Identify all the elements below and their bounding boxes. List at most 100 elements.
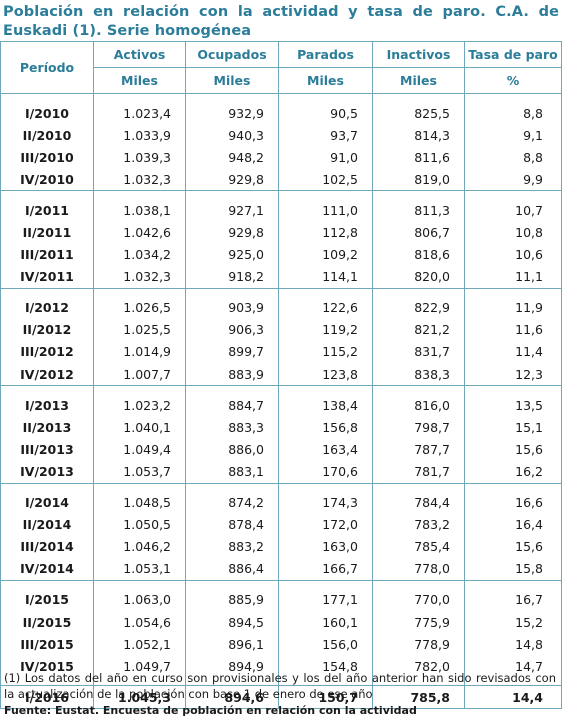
cell-ocupados: 883,1 <box>185 460 279 483</box>
table-row: IV/2010 1.032,3 929,8 102,5 819,0 9,9 <box>0 168 562 191</box>
cell-tasa-paro: 14,4 <box>464 685 562 710</box>
spacer-cell <box>278 93 373 102</box>
cell-tasa-paro: 16,7 <box>464 588 562 611</box>
cell-tasa-paro: 14,7 <box>464 655 562 678</box>
spacer-cell <box>185 579 279 589</box>
cell-inactivos: 820,0 <box>372 265 465 289</box>
cell-inactivos: 770,0 <box>372 588 465 611</box>
cell-parados: 166,7 <box>278 557 373 581</box>
table-row: II/2015 1.054,6 894,5 160,1 775,9 15,2 <box>0 610 562 634</box>
cell-parados: 138,4 <box>278 394 373 417</box>
cell-inactivos: 816,0 <box>372 394 465 417</box>
cell-inactivos: 778,9 <box>372 633 465 656</box>
cell-parados: 90,5 <box>278 102 373 125</box>
spacer-cell <box>278 287 373 297</box>
cell-inactivos: 821,2 <box>372 318 465 341</box>
cell-tasa-paro: 8,8 <box>464 102 562 125</box>
unit-parados: Miles <box>278 67 373 94</box>
cell-tasa-paro: 10,6 <box>464 243 562 266</box>
cell-inactivos: 838,3 <box>372 363 465 386</box>
cell-activos: 1.050,5 <box>93 513 186 536</box>
cell-activos: 1.014,9 <box>93 340 186 364</box>
cell-inactivos: 811,6 <box>372 146 465 169</box>
spacer-cell <box>93 190 186 200</box>
cell-ocupados: 894,9 <box>185 655 279 678</box>
cell-period: II/2012 <box>0 318 94 341</box>
spacer-cell <box>372 93 465 102</box>
cell-ocupados: 885,9 <box>185 588 279 611</box>
cell-tasa-paro: 12,3 <box>464 363 562 386</box>
cell-activos: 1.048,5 <box>93 491 186 514</box>
cell-parados: 102,5 <box>278 168 373 191</box>
table-row: I/2010 1.023,4 932,9 90,5 825,5 8,8 <box>0 102 562 125</box>
spacer-cell <box>185 93 279 102</box>
spacer-cell <box>93 482 186 492</box>
table-header: Período Activos Ocupados Parados Inactiv… <box>0 41 562 94</box>
table-row: III/2010 1.039,3 948,2 91,0 811,6 8,8 <box>0 146 562 169</box>
spacer-cell <box>0 93 94 102</box>
header-parados: Parados <box>278 41 373 68</box>
cell-tasa-paro: 10,7 <box>464 199 562 222</box>
spacer-cell <box>464 482 562 492</box>
table-row: I/2012 1.026,5 903,9 122,6 822,9 11,9 <box>0 296 562 319</box>
table-row: III/2015 1.052,1 896,1 156,0 778,9 14,8 <box>0 633 562 656</box>
cell-inactivos: 778,0 <box>372 557 465 581</box>
cell-activos: 1.023,4 <box>93 102 186 125</box>
cell-parados: 109,2 <box>278 243 373 266</box>
header-period: Período <box>0 41 94 94</box>
table-row: I/2011 1.038,1 927,1 111,0 811,3 10,7 <box>0 199 562 222</box>
cell-ocupados: 894,5 <box>185 610 279 634</box>
spacer-cell <box>93 93 186 102</box>
cell-tasa-paro: 16,6 <box>464 491 562 514</box>
table-row: III/2011 1.034,2 925,0 109,2 818,6 10,6 <box>0 243 562 266</box>
spacer-cell <box>372 482 465 492</box>
unit-activos: Miles <box>93 67 186 94</box>
cell-activos: 1.039,3 <box>93 146 186 169</box>
cell-activos: 1.033,9 <box>93 124 186 147</box>
cell-ocupados: 927,1 <box>185 199 279 222</box>
cell-tasa-paro: 16,4 <box>464 513 562 536</box>
spacer-cell <box>278 579 373 589</box>
cell-activos: 1.045,3 <box>93 685 186 710</box>
cell-parados: 119,2 <box>278 318 373 341</box>
cell-period: IV/2014 <box>0 557 94 581</box>
header-ocupados: Ocupados <box>185 41 279 68</box>
cell-inactivos: 784,4 <box>372 491 465 514</box>
cell-ocupados: 918,2 <box>185 265 279 289</box>
cell-ocupados: 883,2 <box>185 535 279 558</box>
cell-period: II/2010 <box>0 124 94 147</box>
header-activos: Activos <box>93 41 186 68</box>
cell-parados: 156,8 <box>278 416 373 439</box>
cell-period: II/2011 <box>0 221 94 244</box>
cell-ocupados: 883,3 <box>185 416 279 439</box>
group-spacer <box>0 385 562 395</box>
cell-tasa-paro: 9,9 <box>464 168 562 191</box>
cell-activos: 1.049,4 <box>93 438 186 461</box>
cell-activos: 1.026,5 <box>93 296 186 319</box>
spacer-cell <box>464 93 562 102</box>
cell-period: I/2010 <box>0 102 94 125</box>
table-row: I/2015 1.063,0 885,9 177,1 770,0 16,7 <box>0 588 562 611</box>
table-row: IV/2014 1.053,1 886,4 166,7 778,0 15,8 <box>0 557 562 581</box>
cell-tasa-paro: 11,4 <box>464 340 562 364</box>
table-body: I/2010 1.023,4 932,9 90,5 825,5 8,8 II/2010 1.0… <box>0 93 562 710</box>
cell-inactivos: 806,7 <box>372 221 465 244</box>
cell-inactivos: 787,7 <box>372 438 465 461</box>
table-row: II/2013 1.040,1 883,3 156,8 798,7 15,1 <box>0 416 562 439</box>
cell-inactivos: 775,9 <box>372 610 465 634</box>
spacer-cell <box>185 385 279 395</box>
cell-period: IV/2012 <box>0 363 94 386</box>
cell-ocupados: 883,9 <box>185 363 279 386</box>
unit-tasa-paro: % <box>464 67 562 94</box>
cell-inactivos: 781,7 <box>372 460 465 483</box>
spacer-cell <box>0 287 94 297</box>
cell-inactivos: 831,7 <box>372 340 465 364</box>
group-spacer <box>0 93 562 102</box>
cell-parados: 115,2 <box>278 340 373 364</box>
cell-parados: 114,1 <box>278 265 373 289</box>
cell-parados: 170,6 <box>278 460 373 483</box>
table-row: II/2014 1.050,5 878,4 172,0 783,2 16,4 <box>0 513 562 536</box>
cell-activos: 1.042,6 <box>93 221 186 244</box>
spacer-cell <box>93 385 186 395</box>
cell-period: IV/2011 <box>0 265 94 289</box>
